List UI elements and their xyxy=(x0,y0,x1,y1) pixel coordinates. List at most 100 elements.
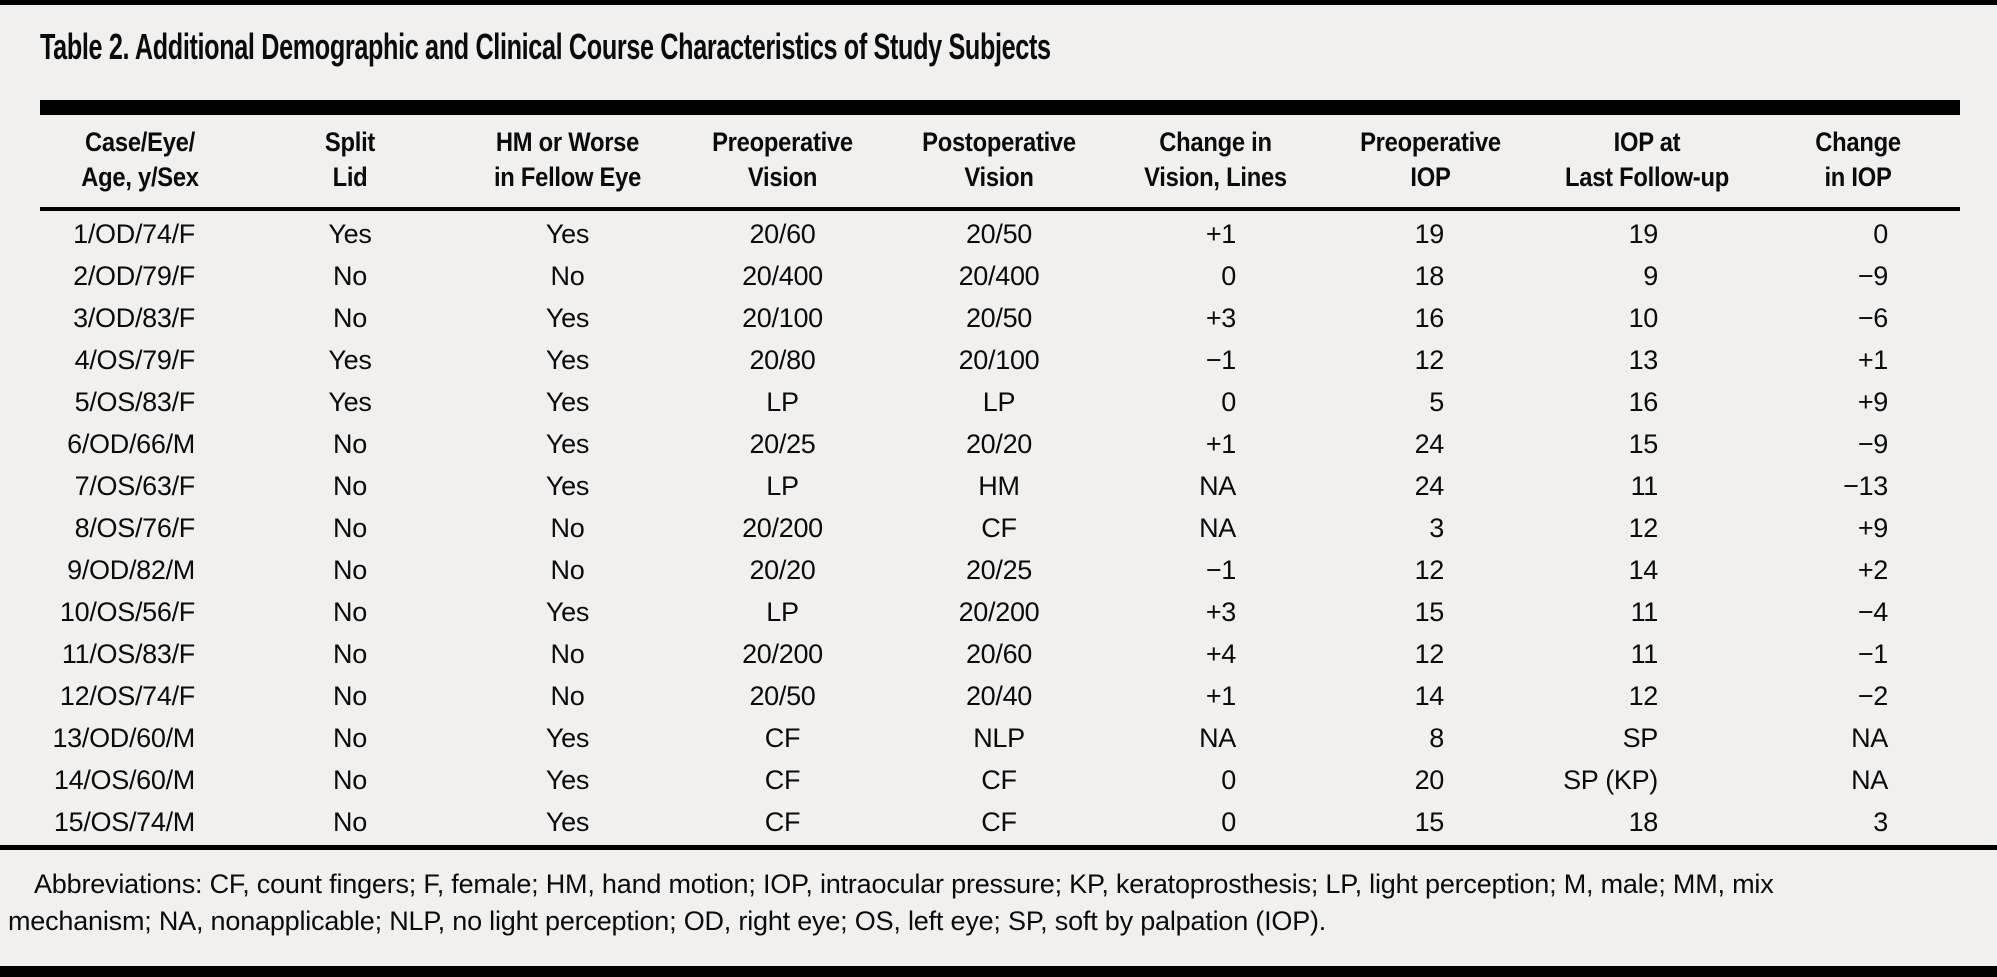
iop-last-followup-value: 18 xyxy=(1628,806,1659,837)
case-value: 5/OS/83/F xyxy=(74,386,196,417)
cell-case-eye-age-sex: 8/OS/76/F xyxy=(40,513,240,544)
preop-iop-value: 19 xyxy=(1414,218,1445,249)
cell-preoperative-iop: 14 xyxy=(1323,681,1538,712)
table-title: Table 2. Additional Demographic and Clin… xyxy=(40,26,1051,67)
case-value: 14/OS/60/M xyxy=(53,764,195,795)
change-vision-value: NA xyxy=(1199,470,1236,501)
cell-iop-last-followup: 19 xyxy=(1538,219,1756,250)
table-row: 4/OS/79/F Yes Yes 20/80 20/100 −1 12 13 … xyxy=(40,339,1960,381)
column-header: HM or Worse in Fellow Eye xyxy=(493,127,642,192)
cell-postoperative-vision: 20/100 xyxy=(958,344,1040,375)
cell-split-lid: No xyxy=(333,596,367,627)
cell-preoperative-vision: LP xyxy=(766,386,799,417)
cell-iop-last-followup: 10 xyxy=(1538,303,1756,334)
cell-change-in-iop: −2 xyxy=(1756,681,1960,712)
iop-last-followup-value: 12 xyxy=(1628,680,1659,711)
cell-change-in-vision: 0 xyxy=(1108,387,1323,418)
cell-preoperative-vision: CF xyxy=(764,764,801,795)
column-header: Change in IOP xyxy=(1815,127,1901,192)
column-header: Change in Vision, Lines xyxy=(1144,127,1287,192)
iop-last-followup-value: 16 xyxy=(1628,386,1659,417)
cell-hm-or-worse-fellow-eye: No xyxy=(550,680,585,711)
cell-change-in-iop: −1 xyxy=(1756,639,1960,670)
cell-change-in-vision: +1 xyxy=(1108,681,1323,712)
case-value: 10/OS/56/F xyxy=(59,596,195,627)
preop-iop-value: 12 xyxy=(1414,344,1445,375)
cell-postoperative-vision: 20/40 xyxy=(965,680,1033,711)
cell-case-eye-age-sex: 6/OD/66/M xyxy=(40,429,240,460)
cell-hm-or-worse-fellow-eye: Yes xyxy=(545,218,590,249)
cell-hm-or-worse-fellow-eye: Yes xyxy=(545,596,590,627)
iop-last-followup-value: 13 xyxy=(1628,344,1659,375)
cell-change-in-iop: −9 xyxy=(1756,261,1960,292)
table-row: 14/OS/60/M No Yes CF CF 0 20 SP (KP) NA xyxy=(40,759,1960,801)
preop-iop-value: 12 xyxy=(1414,554,1445,585)
cell-postoperative-vision: CF xyxy=(981,806,1017,837)
cell-postoperative-vision: LP xyxy=(982,386,1016,417)
table-row: 13/OD/60/M No Yes CF NLP NA 8 SP NA xyxy=(40,717,1960,759)
cell-change-in-vision: 0 xyxy=(1108,807,1323,838)
cell-hm-or-worse-fellow-eye: Yes xyxy=(545,302,590,333)
cell-change-in-vision: NA xyxy=(1108,513,1323,544)
table-top-rule xyxy=(40,100,1960,115)
case-value: 13/OD/60/M xyxy=(52,722,195,753)
iop-last-followup-value: 19 xyxy=(1628,218,1659,249)
cell-case-eye-age-sex: 5/OS/83/F xyxy=(40,387,240,418)
change-iop-value: +9 xyxy=(1857,386,1888,417)
cell-change-in-iop: −13 xyxy=(1756,471,1960,502)
preop-iop-value: 15 xyxy=(1414,596,1445,627)
cell-change-in-iop: 3 xyxy=(1756,807,1960,838)
cell-case-eye-age-sex: 9/OD/82/M xyxy=(40,555,240,586)
change-vision-value: −1 xyxy=(1205,554,1236,585)
cell-hm-or-worse-fellow-eye: Yes xyxy=(545,470,590,501)
change-iop-value: −4 xyxy=(1857,596,1888,627)
cell-change-in-vision: +1 xyxy=(1108,429,1323,460)
preop-iop-value: 20 xyxy=(1414,764,1445,795)
cell-postoperative-vision: 20/60 xyxy=(965,638,1033,669)
cell-iop-last-followup: 12 xyxy=(1538,513,1756,544)
cell-preoperative-vision: 20/25 xyxy=(749,428,816,459)
cell-change-in-vision: 0 xyxy=(1108,261,1323,292)
cell-preoperative-vision: 20/200 xyxy=(742,512,823,543)
cell-preoperative-iop: 20 xyxy=(1323,765,1538,796)
cell-preoperative-vision: 20/200 xyxy=(742,638,823,669)
change-vision-value: +1 xyxy=(1205,218,1236,249)
cell-preoperative-iop: 12 xyxy=(1323,639,1538,670)
cell-case-eye-age-sex: 1/OD/74/F xyxy=(40,219,240,250)
change-iop-value: −13 xyxy=(1843,470,1888,501)
change-vision-value: +1 xyxy=(1205,428,1236,459)
abbreviations-line-1: Abbreviations: CF, count fingers; F, fem… xyxy=(34,869,1774,899)
cell-split-lid: Yes xyxy=(328,344,372,375)
column-header: Postoperative Vision xyxy=(922,127,1076,192)
cell-iop-last-followup: 15 xyxy=(1538,429,1756,460)
table-row: 6/OD/66/M No Yes 20/25 20/20 +1 24 15 −9 xyxy=(40,423,1960,465)
case-value: 12/OS/74/F xyxy=(59,680,195,711)
preop-iop-value: 24 xyxy=(1414,428,1445,459)
preop-iop-value: 14 xyxy=(1414,680,1445,711)
cell-postoperative-vision: 20/50 xyxy=(965,302,1033,333)
cell-change-in-vision: +4 xyxy=(1108,639,1323,670)
cell-case-eye-age-sex: 14/OS/60/M xyxy=(40,765,240,796)
cell-split-lid: No xyxy=(333,512,367,543)
cell-postoperative-vision: 20/25 xyxy=(965,554,1033,585)
cell-iop-last-followup: 13 xyxy=(1538,345,1756,376)
cell-postoperative-vision: HM xyxy=(978,470,1020,501)
cell-hm-or-worse-fellow-eye: No xyxy=(550,554,585,585)
cell-iop-last-followup: SP xyxy=(1538,723,1756,754)
cell-hm-or-worse-fellow-eye: Yes xyxy=(545,722,590,753)
cell-change-in-iop: NA xyxy=(1756,723,1960,754)
change-vision-value: +3 xyxy=(1205,596,1236,627)
cell-hm-or-worse-fellow-eye: Yes xyxy=(545,764,590,795)
cell-case-eye-age-sex: 11/OS/83/F xyxy=(40,639,240,670)
cell-iop-last-followup: 11 xyxy=(1538,597,1756,628)
preop-iop-value: 24 xyxy=(1414,470,1445,501)
cell-split-lid: No xyxy=(333,638,367,669)
cell-postoperative-vision: 20/50 xyxy=(965,218,1033,249)
cell-preoperative-vision: 20/20 xyxy=(749,554,816,585)
cell-preoperative-iop: 19 xyxy=(1323,219,1538,250)
table-row: 15/OS/74/M No Yes CF CF 0 15 18 3 xyxy=(40,801,1960,843)
iop-last-followup-value: SP (KP) xyxy=(1563,764,1658,795)
table-row: 12/OS/74/F No No 20/50 20/40 +1 14 12 −2 xyxy=(40,675,1960,717)
cell-iop-last-followup: 12 xyxy=(1538,681,1756,712)
